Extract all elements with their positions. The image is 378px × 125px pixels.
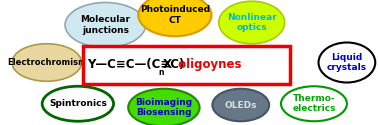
Text: Nonlinear
optics: Nonlinear optics — [227, 13, 277, 32]
FancyBboxPatch shape — [84, 46, 290, 84]
Ellipse shape — [12, 44, 82, 81]
Text: Y—C≡C—(C≡C): Y—C≡C—(C≡C) — [87, 58, 184, 71]
Text: Bioimaging
Biosensing: Bioimaging Biosensing — [135, 98, 192, 117]
Ellipse shape — [281, 86, 347, 121]
Ellipse shape — [212, 89, 269, 121]
Text: n: n — [158, 68, 164, 77]
Text: Thermo-
electrics: Thermo- electrics — [292, 94, 336, 113]
Text: Liquid
crystals: Liquid crystals — [327, 53, 367, 72]
Text: Electrochromism: Electrochromism — [7, 58, 87, 67]
Ellipse shape — [128, 89, 200, 125]
Text: Molecular
junctions: Molecular junctions — [80, 16, 130, 34]
Ellipse shape — [319, 42, 375, 82]
Ellipse shape — [138, 0, 211, 36]
Text: Photoinduced
CT: Photoinduced CT — [140, 6, 210, 25]
Text: OLEDs: OLEDs — [225, 100, 257, 110]
Text: X: X — [163, 58, 172, 71]
Text: oligoynes: oligoynes — [174, 58, 242, 71]
Ellipse shape — [219, 1, 285, 44]
Ellipse shape — [42, 86, 113, 121]
Ellipse shape — [65, 2, 146, 48]
Text: Spintronics: Spintronics — [49, 99, 107, 108]
